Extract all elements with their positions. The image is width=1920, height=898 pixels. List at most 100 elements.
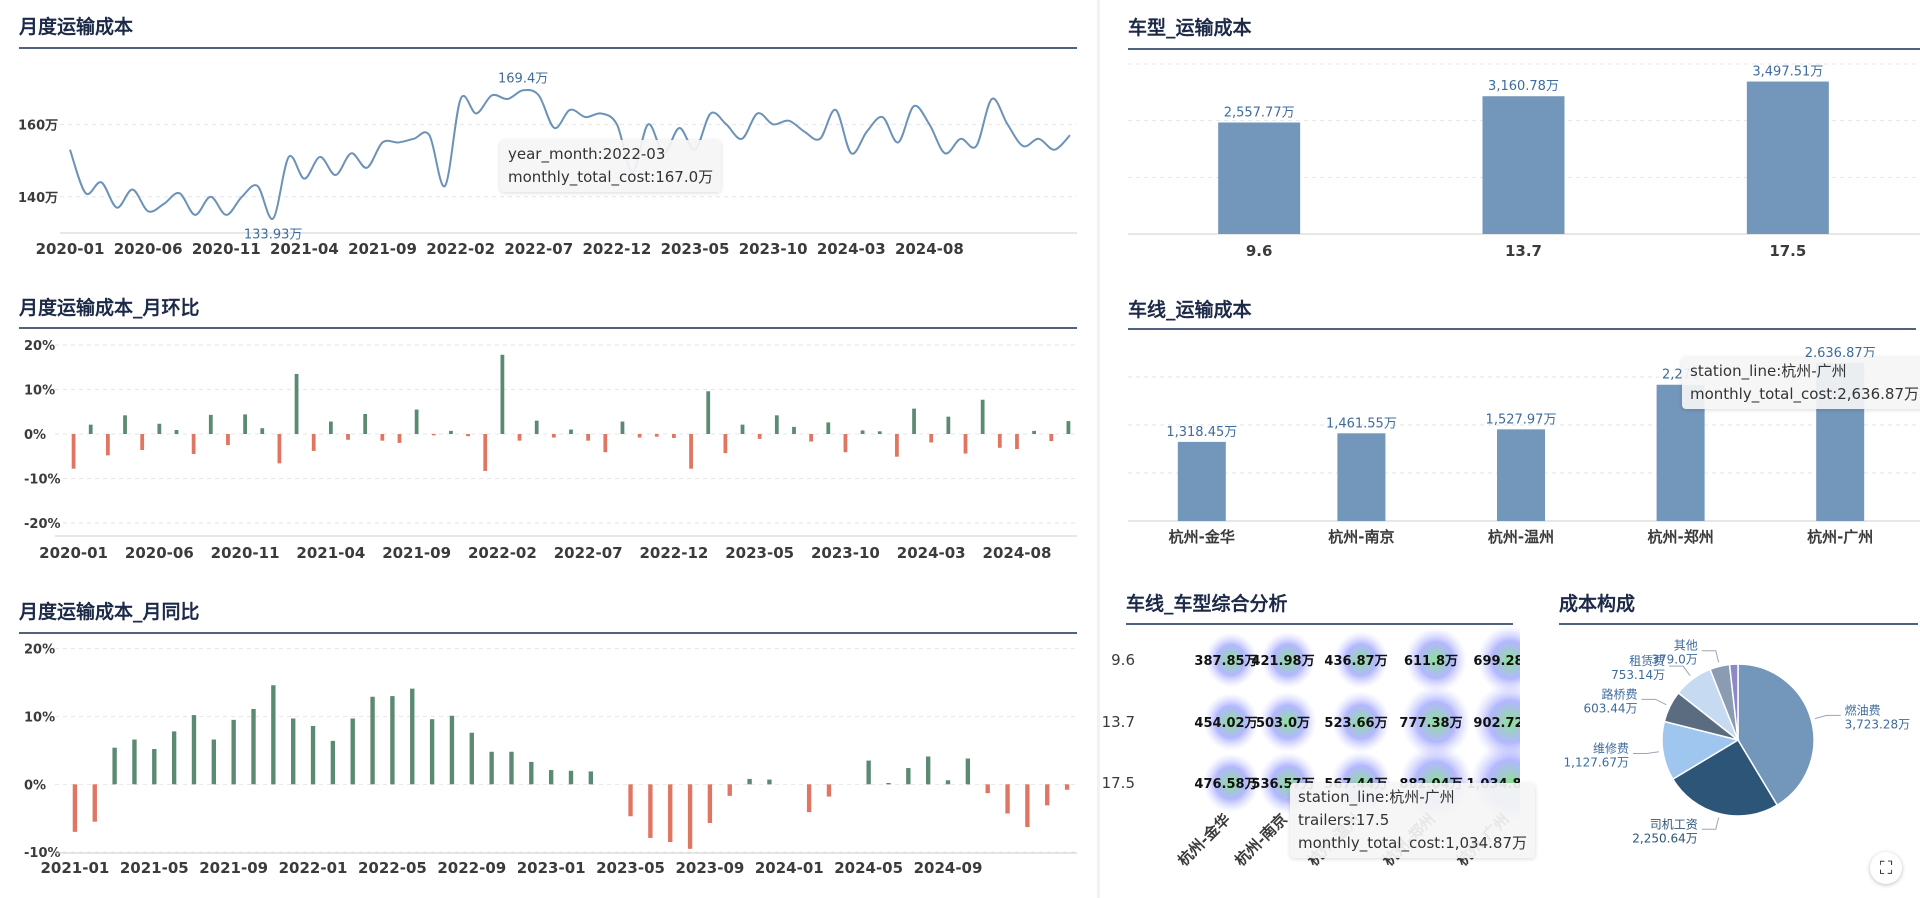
- bar: [370, 696, 375, 785]
- cost-line-series: [69, 88, 1071, 220]
- bar: [548, 770, 554, 785]
- bar: [980, 399, 985, 434]
- bar: [271, 685, 276, 785]
- tooltip-line: monthly_total_cost:1,034.87万: [1298, 834, 1527, 852]
- heat-cell: [1259, 691, 1317, 753]
- heat-cell: [1202, 753, 1260, 813]
- x-tick-label: 9.6: [1246, 242, 1273, 260]
- y-tick-label: 10%: [24, 710, 55, 725]
- bar: [648, 784, 653, 838]
- x-tick-label: 杭州-广州: [1807, 528, 1873, 546]
- data-label: 1,318.45万: [1166, 425, 1237, 440]
- bar: [588, 771, 594, 785]
- tooltip-line: station_line:杭州-广州: [1298, 788, 1455, 806]
- row-label: 13.7: [1102, 713, 1135, 731]
- x-tick-label: 2020-11: [192, 240, 261, 258]
- bar: [469, 732, 474, 785]
- bar: [985, 784, 990, 794]
- bar: [397, 434, 402, 443]
- bar: [668, 784, 673, 843]
- yoy-bar-chart[interactable]: 20% 10% 0% -10%2021-01 2021-05 2021-09 2022-01…: [0, 635, 1097, 895]
- bar: [140, 434, 145, 451]
- x-tick-label: 2024-03: [897, 544, 966, 562]
- x-tick-label: 2023-05: [725, 544, 794, 562]
- pie-slice: [1737, 663, 1815, 807]
- bar: [390, 696, 395, 785]
- line-tooltip: station_line:杭州-广州 monthly_total_cost:2,…: [1682, 357, 1920, 409]
- x-tick-label: 2023-05: [596, 859, 665, 877]
- bar: [330, 740, 336, 785]
- x-tick-label: 2024-08: [895, 240, 964, 258]
- bar: [1337, 433, 1386, 521]
- fullscreen-button[interactable]: ⛶: [1870, 852, 1902, 884]
- bar: [243, 414, 247, 434]
- bar: [123, 415, 127, 434]
- pie-title: 成本构成: [1559, 593, 1636, 615]
- x-tick-label: 2023-05: [661, 240, 730, 258]
- x-tick-label: 2022-02: [426, 240, 495, 258]
- bar: [311, 434, 316, 451]
- data-label: 1,461.55万: [1326, 416, 1397, 431]
- slice-name: 其他: [1674, 639, 1698, 653]
- label-leader-line: [1814, 714, 1841, 720]
- bar: [489, 751, 494, 785]
- x-tick-label: 2024-09: [914, 859, 983, 877]
- tooltip-line: monthly_total_cost:2,636.87万: [1690, 385, 1919, 403]
- slice-value: 603.44万: [1583, 701, 1637, 715]
- bar: [860, 430, 865, 434]
- bar: [1482, 96, 1565, 234]
- mom-bar-chart[interactable]: 20% 10% 0% -10% -20% 2020-01 2020-06 2020-11 202…: [0, 330, 1097, 570]
- pie-slice: [1728, 663, 1739, 741]
- x-tick-label: 13.7: [1505, 242, 1542, 260]
- bar: [826, 784, 832, 797]
- line-cost-title-rule: [1128, 328, 1916, 330]
- label-leader-line: [1701, 817, 1720, 830]
- bar: [449, 430, 453, 434]
- bar: [291, 718, 296, 785]
- x-tick-label: 2020-06: [114, 240, 183, 258]
- tooltip-line: monthly_total_cost:167.0万: [508, 168, 714, 186]
- bar: [88, 424, 93, 434]
- cell-label: 523.66万: [1324, 716, 1387, 731]
- bar: [191, 434, 196, 455]
- x-tick-label: 2021-04: [296, 544, 365, 562]
- data-label: 3,497.51万: [1752, 65, 1823, 80]
- bar: [866, 760, 871, 785]
- x-tick-label: 2020-01: [36, 240, 105, 258]
- x-tick-label: 杭州-郑州: [1647, 528, 1713, 546]
- monthly-cost-title: 月度运输成本: [19, 16, 134, 38]
- slice-value: 379.0万: [1651, 653, 1697, 667]
- heat-cell: [1477, 626, 1520, 695]
- mom-title-rule: [19, 327, 1077, 329]
- monthly-cost-line-chart[interactable]: 140万 160万 2020-01 2020-06 2020-11 2021-04 2021…: [0, 50, 1097, 270]
- yoy-title-rule: [19, 632, 1077, 634]
- heat-cell: [1331, 691, 1391, 753]
- x-tick-label: 2022-01: [279, 859, 348, 877]
- trailer-cost-bar-chart[interactable]: 2,557.77万 9.6 3,160.78万 13.7 3,497.51万 17.5: [1100, 52, 1920, 267]
- bar: [723, 434, 728, 454]
- bar: [500, 354, 505, 434]
- label-leader-line: [1641, 698, 1667, 706]
- heatmap-tooltip: station_line:杭州-广州 trailers:17.5 monthly…: [1290, 783, 1535, 858]
- bar: [112, 747, 117, 785]
- fullscreen-icon: ⛶: [1879, 857, 1893, 879]
- x-tick-label: 2021-09: [348, 240, 417, 258]
- bar: [925, 756, 931, 785]
- bar: [1746, 81, 1829, 234]
- bar: [740, 424, 745, 434]
- bar: [191, 715, 197, 785]
- x-tick-label: 2023-01: [517, 859, 586, 877]
- mom-title: 月度运输成本_月环比: [19, 297, 200, 319]
- x-tick-label: 2023-09: [675, 859, 744, 877]
- x-tick-label: 2021-09: [199, 859, 268, 877]
- slice-name: 路桥费: [1601, 686, 1637, 701]
- y-tick-label: 20%: [24, 339, 55, 354]
- heatmap-title: 车线_车型综合分析: [1126, 593, 1288, 615]
- bar: [1177, 441, 1226, 521]
- x-tick-label: 2022-07: [554, 544, 623, 562]
- bar: [946, 416, 951, 434]
- y-tick-label: 20%: [24, 643, 55, 658]
- heat-cell: [1401, 685, 1471, 759]
